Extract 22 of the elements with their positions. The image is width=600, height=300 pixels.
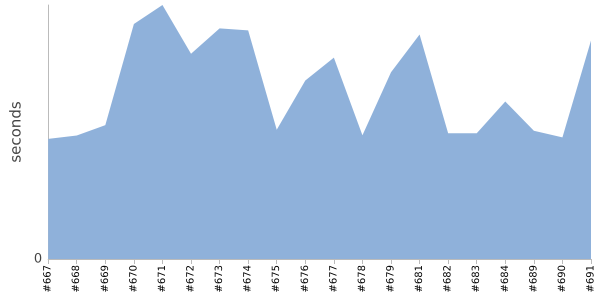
x-tick-label: #667 <box>42 265 54 292</box>
x-tick-label: #682 <box>442 265 454 292</box>
x-tick-label: #674 <box>242 265 254 292</box>
x-tick-label: #691 <box>586 265 596 292</box>
text: 0 <box>34 252 42 266</box>
x-tick-label: #690 <box>556 265 568 292</box>
x-tick-label: #681 <box>414 265 426 292</box>
x-tick-label: #683 <box>471 265 482 292</box>
x-tick-label: #673 <box>214 265 226 292</box>
x-tick-label: #676 <box>300 265 311 292</box>
x-tick-label: #671 <box>156 265 168 292</box>
x-tick-label: #684 <box>500 265 511 292</box>
x-tick-label: #689 <box>528 265 540 292</box>
x-tick-label: #678 <box>356 265 368 292</box>
x-tick-label: #669 <box>100 265 111 292</box>
x-tick-label: #672 <box>186 265 197 292</box>
x-tick-label: #679 <box>386 265 397 292</box>
x-tick-label: #670 <box>128 265 140 292</box>
x-tick-label: #675 <box>271 265 282 292</box>
x-tick-label: #677 <box>328 265 340 292</box>
x-tick-label: #668 <box>71 265 82 292</box>
y-axis-title: seconds <box>6 101 24 163</box>
